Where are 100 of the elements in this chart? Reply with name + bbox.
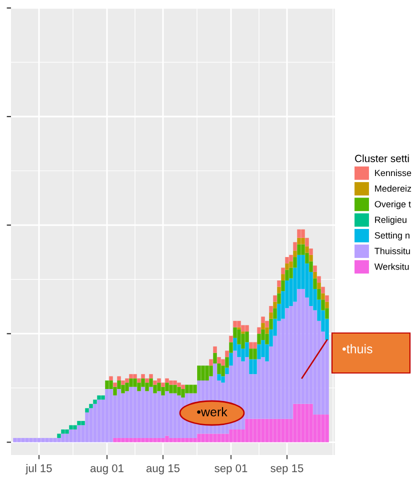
bar <box>325 295 329 302</box>
bar <box>221 434 225 442</box>
bar <box>173 438 177 442</box>
bar <box>269 318 273 330</box>
legend-label: Medereiz <box>375 185 412 192</box>
bar <box>181 389 185 398</box>
bar <box>197 434 201 442</box>
bar <box>153 438 157 442</box>
bar <box>117 376 121 380</box>
bar <box>313 278 317 289</box>
bar <box>121 384 125 394</box>
bar <box>141 378 145 387</box>
bar <box>281 418 285 442</box>
bar <box>169 384 173 394</box>
bar <box>97 395 101 400</box>
bar <box>289 261 293 268</box>
bar <box>149 438 153 442</box>
bar <box>233 320 237 328</box>
bar <box>133 438 137 442</box>
bar <box>265 320 269 328</box>
bar <box>113 382 117 387</box>
bar <box>77 420 81 426</box>
bar <box>317 414 321 442</box>
bar <box>185 438 189 442</box>
bar <box>249 342 253 349</box>
bar <box>209 434 213 442</box>
bar <box>121 438 125 442</box>
bar <box>277 280 281 287</box>
bar <box>165 378 169 383</box>
x-tick-label: sep 01 <box>214 464 248 474</box>
bar <box>269 312 273 319</box>
bar <box>261 329 265 340</box>
bar <box>157 438 161 442</box>
bar <box>189 438 193 442</box>
bar <box>317 288 321 300</box>
bar <box>273 302 277 308</box>
bar <box>273 308 277 319</box>
bar <box>285 257 289 264</box>
bar <box>193 384 197 394</box>
bar <box>317 282 321 289</box>
bar <box>65 429 69 434</box>
bar <box>269 418 273 442</box>
bar <box>245 342 249 358</box>
bar <box>221 359 225 366</box>
bar <box>237 329 241 344</box>
bar <box>281 274 285 280</box>
bar <box>89 404 93 408</box>
x-tick-label: aug 15 <box>146 464 180 474</box>
annotation: •werk <box>197 407 228 416</box>
bar <box>129 438 133 442</box>
bar <box>309 254 313 262</box>
bar <box>285 418 289 442</box>
bar <box>297 229 301 238</box>
bar <box>109 376 113 380</box>
bar <box>61 429 65 434</box>
legend-label: Setting n <box>374 232 410 240</box>
bar <box>253 418 257 442</box>
bar <box>293 404 297 442</box>
bar <box>165 382 169 392</box>
bar <box>217 374 221 380</box>
bar <box>293 250 297 258</box>
bar <box>249 348 253 360</box>
bar <box>201 434 205 442</box>
bar <box>261 340 265 358</box>
bar <box>105 380 109 390</box>
bar <box>321 414 325 442</box>
bar <box>205 366 209 380</box>
bar <box>321 286 325 294</box>
bar <box>157 378 161 383</box>
bar <box>213 434 217 442</box>
bar <box>213 346 217 353</box>
bar <box>309 404 313 442</box>
bar <box>161 382 165 387</box>
bar <box>165 436 169 442</box>
bar <box>293 257 297 268</box>
legend-label: Thuissitu <box>374 248 410 254</box>
bar <box>217 357 221 364</box>
bar <box>277 286 281 294</box>
bar <box>217 434 221 442</box>
bar <box>125 378 129 383</box>
bar <box>129 374 133 378</box>
bar <box>253 359 257 374</box>
bar <box>177 386 181 396</box>
bar <box>313 310 317 415</box>
bar <box>297 238 301 244</box>
bar <box>217 363 221 374</box>
bar <box>189 384 193 394</box>
bar <box>209 366 213 376</box>
bar <box>161 386 165 396</box>
bar <box>305 246 309 253</box>
legend-label: Werksitu <box>374 263 409 270</box>
bar <box>265 327 269 334</box>
text: •thuis <box>342 344 372 354</box>
bar <box>245 418 249 442</box>
bar <box>213 352 217 364</box>
bar <box>257 359 261 419</box>
bar <box>53 438 57 442</box>
bar <box>13 438 17 442</box>
bar <box>133 378 137 387</box>
bar <box>73 425 77 430</box>
